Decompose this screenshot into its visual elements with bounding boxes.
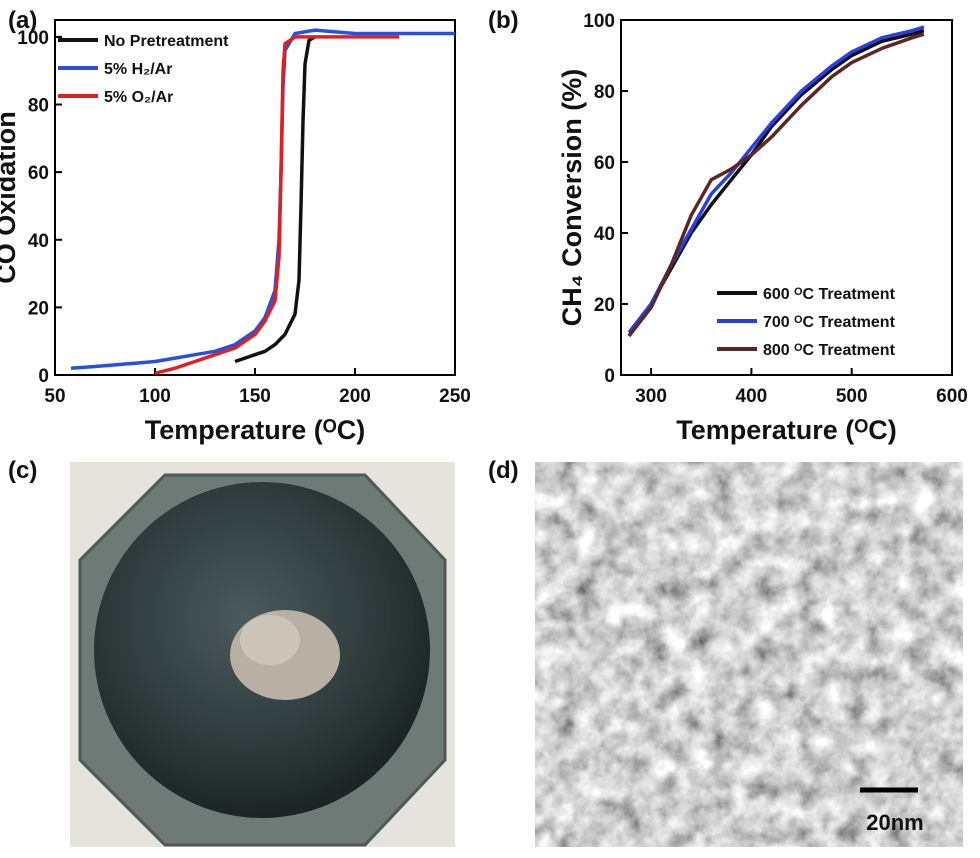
legend-label: 5% H₂/Ar bbox=[104, 61, 172, 78]
data-line bbox=[234, 35, 316, 364]
legend-label: 700 ᴼC Treatment bbox=[763, 314, 896, 331]
x-tick-label: 250 bbox=[439, 386, 471, 407]
panel-label: (d) bbox=[488, 457, 519, 484]
y-tick-label: 80 bbox=[594, 82, 615, 103]
y-tick-label: 0 bbox=[38, 366, 49, 387]
y-tick-label: 100 bbox=[583, 11, 615, 32]
legend-label: 5% O₂/Ar bbox=[104, 89, 173, 106]
y-tick-label: 40 bbox=[28, 231, 49, 252]
x-tick-label: 100 bbox=[139, 386, 171, 407]
plot-frame bbox=[620, 19, 953, 376]
panel-label: (c) bbox=[8, 457, 37, 484]
data-line bbox=[70, 28, 455, 370]
y-tick-label: 0 bbox=[604, 366, 615, 387]
photo-mortar bbox=[70, 462, 455, 847]
y-axis-label: CH₄ Conversion (%) bbox=[557, 69, 587, 326]
data-line bbox=[627, 32, 925, 337]
x-tick-label: 600 bbox=[936, 386, 968, 407]
x-axis-label: Temperature (ᴼC) bbox=[676, 415, 897, 445]
x-tick-label: 500 bbox=[836, 386, 868, 407]
legend-label: 800 ᴼC Treatment bbox=[763, 342, 896, 359]
x-tick-label: 300 bbox=[635, 386, 667, 407]
legend-label: 600 ᴼC Treatment bbox=[763, 286, 896, 303]
legend-label: No Pretreatment bbox=[104, 33, 229, 50]
y-tick-label: 40 bbox=[594, 224, 615, 245]
photo-tem bbox=[535, 462, 963, 847]
y-tick-label: 20 bbox=[28, 298, 49, 319]
panel-label: (a) bbox=[8, 7, 37, 34]
x-tick-label: 200 bbox=[339, 386, 371, 407]
y-tick-label: 80 bbox=[28, 96, 49, 117]
y-tick-label: 60 bbox=[594, 153, 615, 174]
x-tick-label: 50 bbox=[44, 386, 65, 407]
x-tick-label: 150 bbox=[239, 386, 271, 407]
y-tick-label: 60 bbox=[28, 163, 49, 184]
data-line bbox=[627, 29, 925, 337]
y-tick-label: 20 bbox=[594, 295, 615, 316]
x-axis-label: Temperature (ᴼC) bbox=[145, 415, 366, 445]
scale-bar-label: 20nm bbox=[866, 810, 923, 835]
x-tick-label: 400 bbox=[736, 386, 768, 407]
panel-label: (b) bbox=[488, 7, 519, 34]
data-line bbox=[154, 35, 399, 375]
y-axis-label: CO Oxidation bbox=[0, 111, 21, 284]
y-tick-label: 100 bbox=[17, 28, 49, 49]
